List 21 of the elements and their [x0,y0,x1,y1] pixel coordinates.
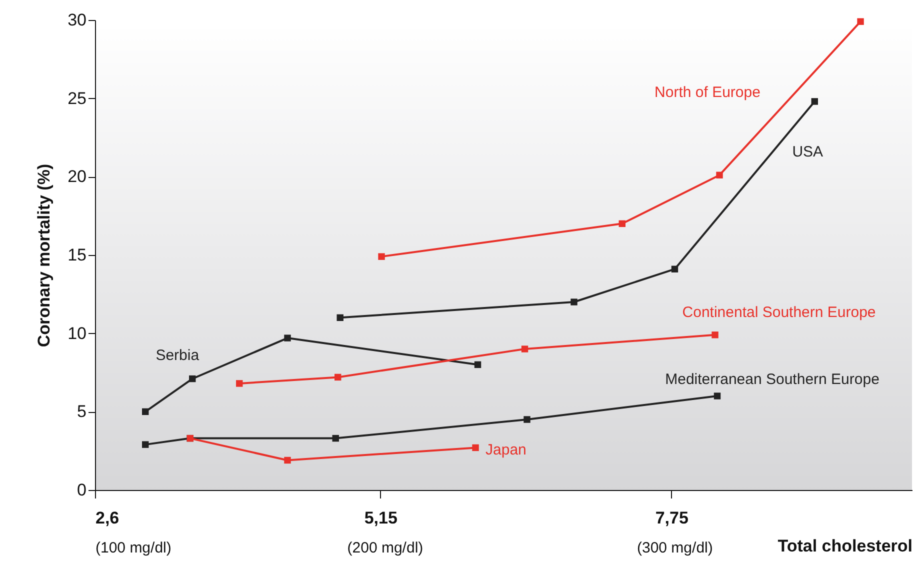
series-label: Japan [486,442,526,459]
series-label: USA [792,143,824,160]
x-tick-label: 7,75 [655,508,688,528]
series-label: Mediterranean Southern Europe [665,371,880,388]
series-label: Continental Southern Europe [682,304,876,321]
y-tick-label: 30 [68,10,86,30]
y-tick-label: 15 [68,246,86,264]
x2-tick-label: (200 mg/dl) [347,540,424,556]
x-tick-label: 2,6 [96,508,120,528]
y-axis-title: Coronary mortality (%) [34,164,54,348]
x2-tick-label: (100 mg/dl) [96,540,172,556]
y-tick-label: 10 [68,324,86,343]
x-axis-title: Total cholesterol [778,536,912,556]
x-tick-label: 5,15 [364,508,398,528]
series-label: Serbia [156,346,200,364]
x2-tick-label: (300 mg/dl) [636,540,713,556]
y-tick-label: 20 [68,167,86,186]
series-label: North of Europe [654,84,760,102]
y-tick-label: 5 [77,402,86,422]
y-tick-label: 0 [77,480,86,500]
y-tick-label: 25 [68,88,86,108]
